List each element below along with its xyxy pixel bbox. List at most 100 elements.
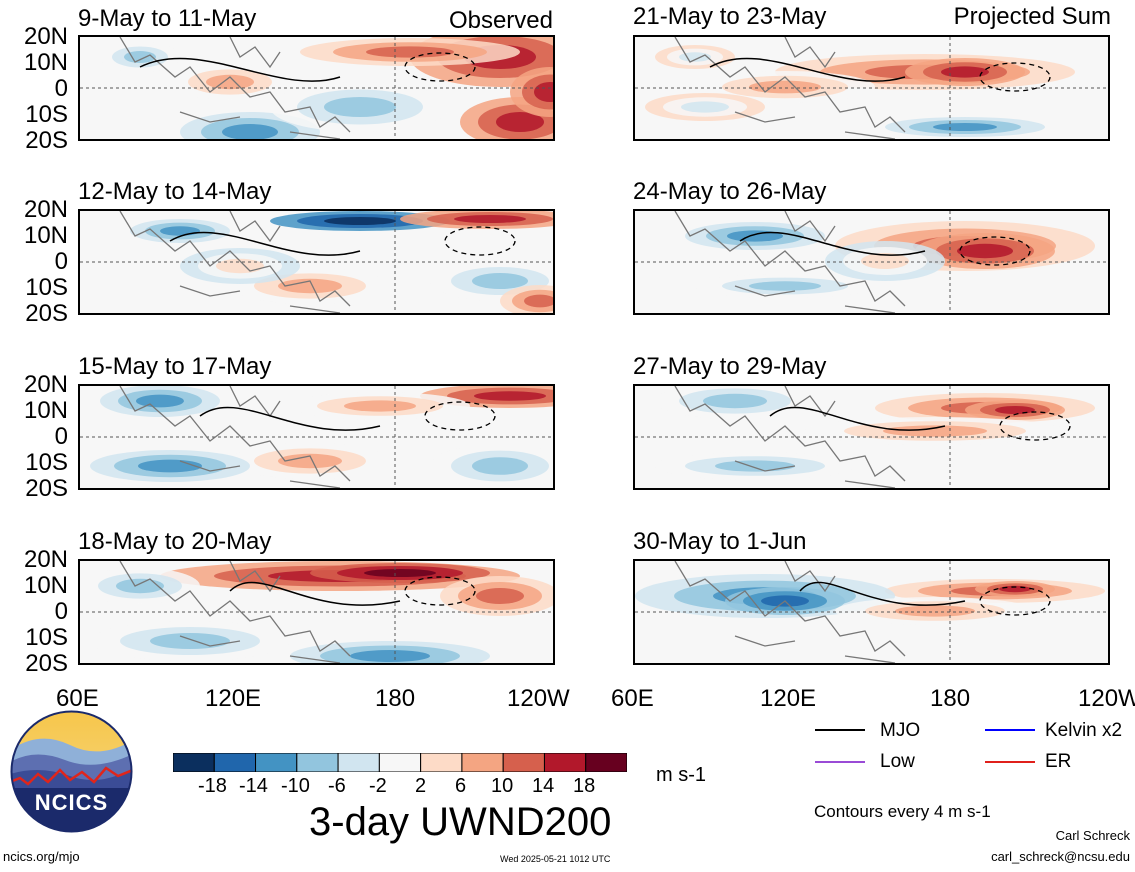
wind-anomaly-shading	[883, 425, 987, 437]
negative-contour	[424, 401, 496, 431]
panel-title-1: 9-May to 11-May	[78, 5, 257, 32]
coastline	[119, 386, 351, 488]
timestamp: Wed 2025-05-21 1012 UTC	[500, 854, 611, 864]
lat-tick: 10S	[25, 101, 68, 128]
colorbar-swatch	[337, 752, 380, 773]
wind-anomaly-shading	[472, 457, 528, 475]
mjo-contour	[799, 581, 966, 606]
wind-anomaly-shading	[138, 459, 202, 473]
lat-tick: 20N	[23, 196, 68, 223]
lon-tick: 120W	[507, 685, 570, 712]
lat-tick: 20S	[25, 650, 68, 677]
wind-anomaly-shading	[364, 569, 436, 577]
wind-field	[635, 37, 1108, 139]
lon-tick: 60E	[611, 685, 654, 712]
map-panel-5	[78, 384, 555, 490]
map-panel-3	[78, 209, 555, 315]
wind-field	[80, 37, 553, 139]
coastline	[674, 386, 906, 488]
wind-anomaly-shading	[222, 124, 278, 139]
colorbar-label: -2	[369, 775, 387, 797]
map-panel-7	[78, 559, 555, 665]
lat-tick: 20N	[23, 371, 68, 398]
colorbar-label: -10	[281, 775, 310, 797]
colorbar-label: -6	[328, 775, 346, 797]
wind-anomaly-shading	[216, 258, 264, 274]
panel-label-observed: Observed	[448, 7, 553, 34]
panel-title-4: 24-May to 26-May	[633, 178, 827, 205]
panel-title-2: 21-May to 23-May	[633, 3, 827, 30]
map-panel-1	[78, 35, 555, 141]
source-url: ncics.org/mjo	[3, 849, 80, 864]
map-panel-4	[633, 209, 1110, 315]
panel-label-projected: Projected Sum	[953, 3, 1111, 30]
mjo-contour	[709, 57, 906, 82]
wind-anomaly-shading	[895, 605, 975, 617]
coastline	[119, 37, 351, 139]
legend-label-er: ER	[1045, 751, 1072, 772]
colorbar-label: -18	[198, 775, 227, 797]
colorbar-label: 14	[532, 775, 555, 797]
wind-anomaly-shading	[324, 97, 396, 117]
wind-anomaly-shading	[278, 278, 342, 294]
lon-tick: 180	[930, 685, 971, 712]
lat-tick: 10N	[23, 397, 68, 424]
colorbar-swatch	[255, 752, 298, 773]
wind-anomaly-shading	[749, 281, 821, 291]
lat-tick: 0	[54, 598, 68, 625]
colorbar-swatch	[502, 752, 545, 773]
colorbar-label: -14	[239, 775, 268, 797]
lat-tick: 10N	[23, 49, 68, 76]
wind-anomaly-shading	[703, 393, 767, 409]
wind-anomaly-shading	[476, 588, 524, 604]
wind-anomaly-shading	[679, 52, 711, 62]
lat-tick: 10S	[25, 449, 68, 476]
lat-tick: 10N	[23, 222, 68, 249]
map-panel-2	[633, 35, 1110, 141]
coastline	[674, 37, 906, 139]
wind-anomaly-shading	[124, 51, 156, 63]
colorbar-label: 2	[415, 775, 427, 797]
colorbar-swatch	[420, 752, 463, 773]
wind-field	[635, 211, 1108, 313]
negative-contour	[999, 411, 1071, 441]
lon-tick: 120E	[760, 685, 817, 712]
mjo-contour	[739, 231, 926, 256]
panel-title-7: 18-May to 20-May	[78, 528, 272, 555]
figure-title: 3-day UWND200	[309, 800, 612, 844]
wind-anomaly-shading	[116, 578, 164, 594]
wind-anomaly-shading	[749, 80, 821, 94]
wind-anomaly-shading	[474, 391, 546, 401]
wind-anomaly-shading	[496, 112, 544, 132]
wind-anomaly-shading	[941, 66, 989, 78]
mjo-contour	[769, 406, 946, 431]
panel-title-6: 27-May to 29-May	[633, 353, 827, 380]
lat-tick: 10S	[25, 624, 68, 651]
wind-anomaly-shading	[278, 453, 342, 469]
legend-label-kelvin: Kelvin x2	[1045, 720, 1123, 741]
wind-anomaly-shading	[350, 650, 430, 662]
colorbar-swatch	[296, 752, 339, 773]
negative-contour	[979, 62, 1051, 92]
wind-anomaly-shading	[472, 273, 528, 289]
colorbar	[172, 752, 628, 773]
author-name: Carl Schreck	[1055, 828, 1130, 843]
wind-anomaly-shading	[136, 394, 184, 408]
wind-anomaly-shading	[933, 123, 997, 131]
wind-field	[635, 561, 1108, 663]
negative-contour	[979, 586, 1051, 616]
lon-tick: 120E	[205, 685, 262, 712]
colorbar-swatch	[213, 752, 257, 773]
lat-tick: 20N	[23, 23, 68, 50]
coastline	[119, 211, 351, 313]
colorbar-label: 10	[491, 775, 514, 797]
panel-title-3: 12-May to 14-May	[78, 178, 272, 205]
lat-tick: 20S	[25, 475, 68, 502]
wind-anomaly-shading	[150, 633, 230, 649]
mjo-contour	[199, 406, 381, 431]
mjo-contour	[169, 231, 361, 256]
negative-contour	[444, 226, 516, 256]
wind-anomaly-shading	[957, 243, 1013, 259]
negative-contour	[404, 576, 476, 606]
wind-anomaly-shading	[995, 406, 1035, 414]
